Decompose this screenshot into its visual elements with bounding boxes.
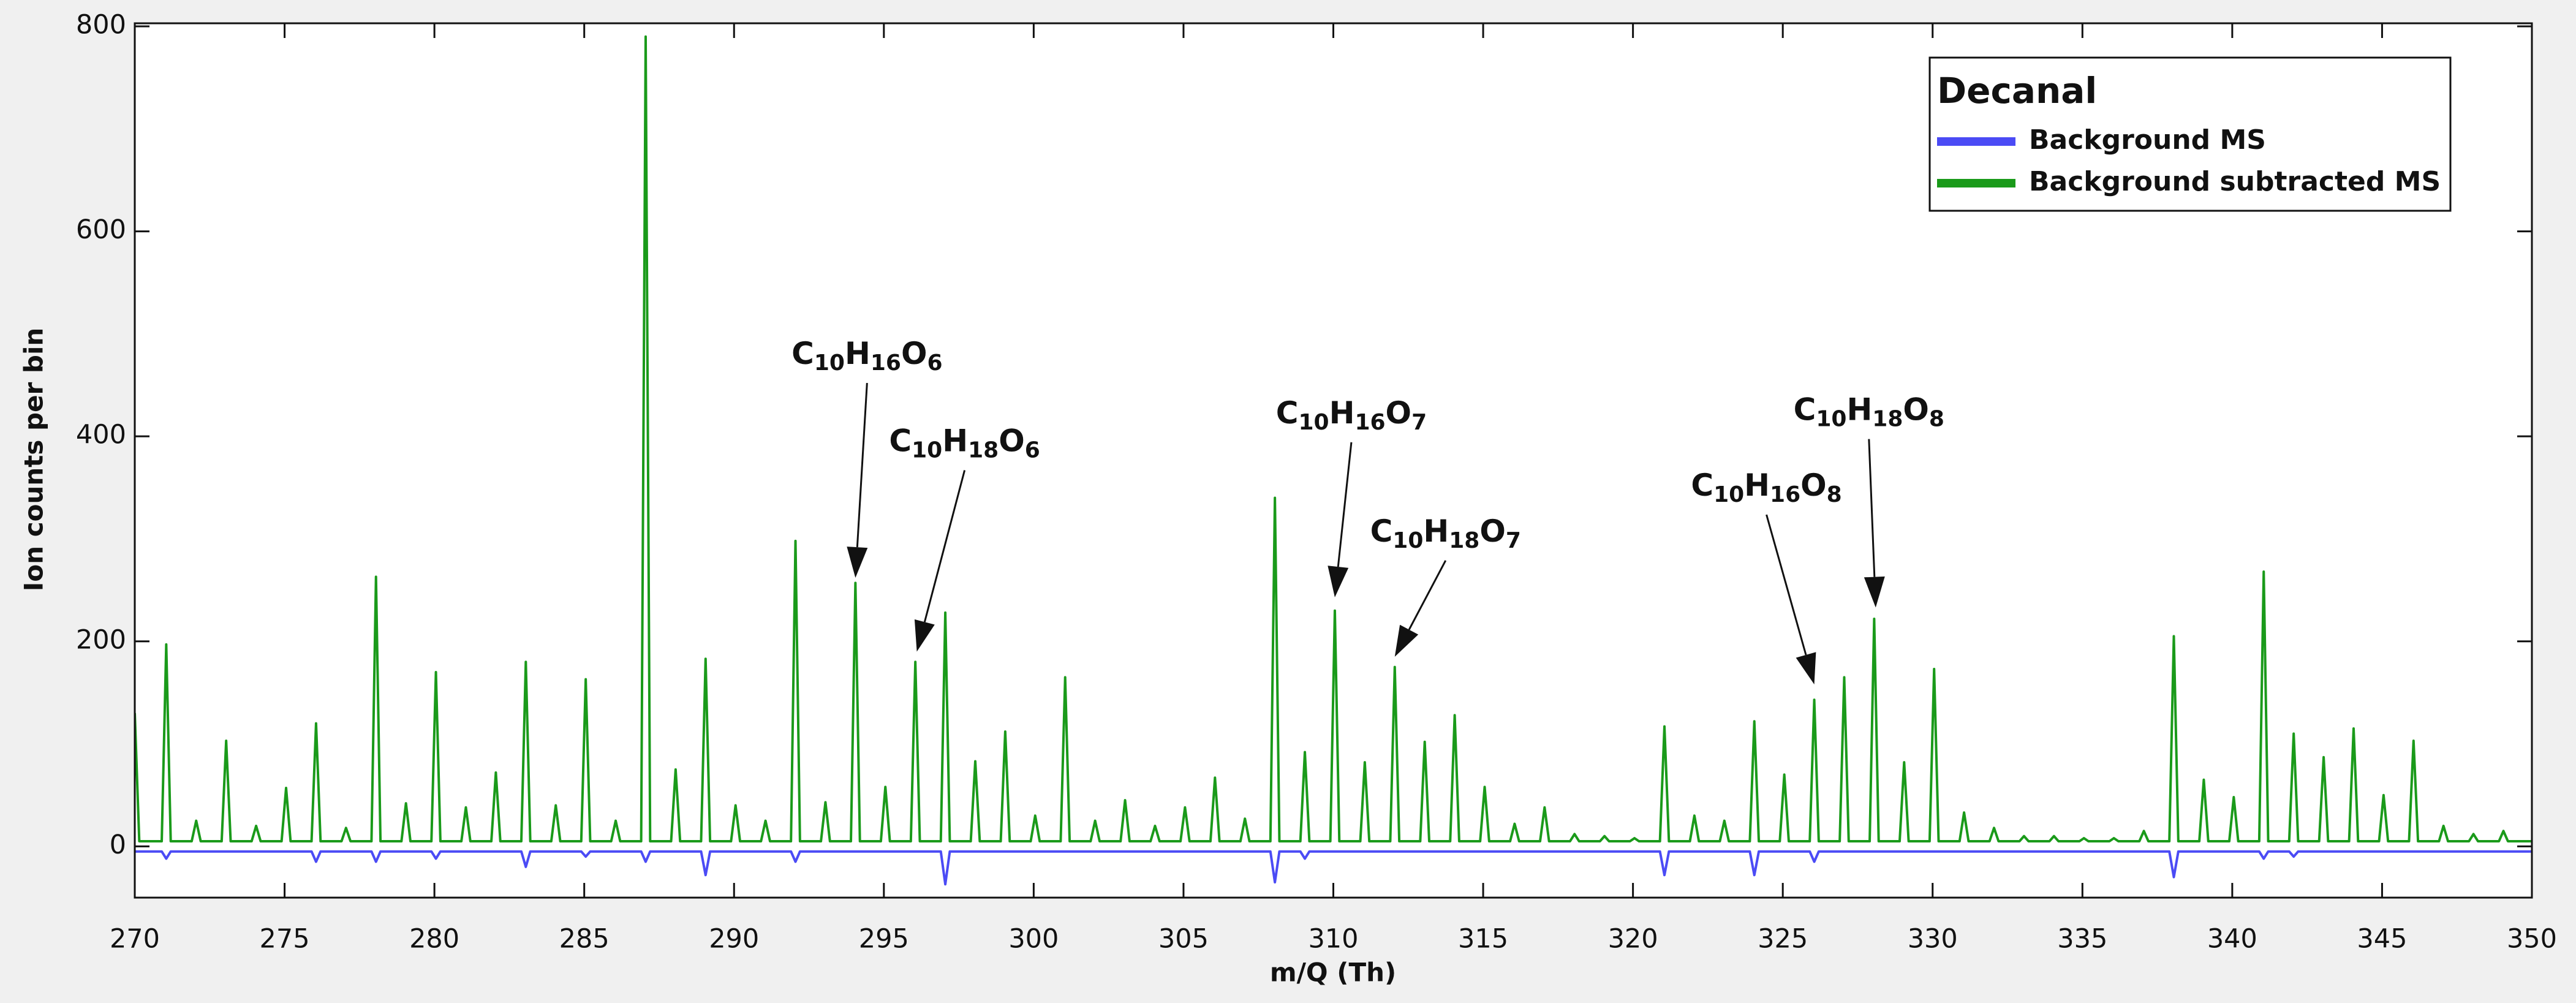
annotation-arrow	[1868, 439, 1876, 577]
legend-label: Background MS	[2029, 124, 2266, 156]
y-tick-label: 800	[76, 10, 126, 40]
y-tick-label: 400	[76, 420, 126, 450]
legend-box	[1928, 56, 2452, 212]
x-tick-label: 340	[2207, 924, 2257, 955]
x-tick-label: 300	[1008, 924, 1059, 955]
annotation-label: C10H18O8	[1794, 392, 1944, 432]
legend-title: Decanal	[1937, 70, 2097, 112]
annotation-label: C10H16O6	[791, 336, 942, 376]
annotation-arrowhead	[1864, 576, 1885, 608]
legend-label: Background subtracted MS	[2029, 166, 2441, 197]
annotation-arrowhead	[1394, 624, 1419, 657]
x-tick-label: 295	[859, 924, 909, 955]
x-tick-label: 305	[1158, 924, 1209, 955]
series-line	[135, 35, 2532, 842]
annotation-label: C10H16O8	[1691, 467, 1841, 508]
y-axis-label: Ion counts per bin	[19, 328, 49, 592]
y-tick-label: 0	[110, 830, 126, 860]
y-tick-label: 600	[76, 214, 126, 245]
x-tick-label: 350	[2507, 924, 2557, 955]
annotation-arrow	[1337, 442, 1353, 567]
annotation-arrowhead	[1796, 652, 1816, 685]
x-axis-label: m/Q (Th)	[1270, 958, 1396, 988]
annotation-arrowhead	[914, 619, 935, 652]
x-tick-label: 345	[2357, 924, 2407, 955]
annotation-arrow	[1408, 560, 1447, 630]
annotation-arrow	[856, 382, 868, 548]
y-tick-label: 200	[76, 624, 126, 655]
x-tick-label: 270	[110, 924, 160, 955]
annotation-label: C10H18O6	[889, 423, 1040, 463]
annotation-arrow	[923, 470, 966, 623]
annotation-label: C10H16O7	[1276, 395, 1427, 435]
x-tick-label: 310	[1308, 924, 1358, 955]
x-tick-label: 325	[1758, 924, 1808, 955]
annotation-label: C10H18O7	[1370, 513, 1521, 553]
x-tick-label: 290	[709, 924, 759, 955]
x-tick-label: 275	[260, 924, 310, 955]
x-tick-label: 280	[409, 924, 459, 955]
plot-frame	[134, 22, 2533, 899]
series-line	[135, 850, 2532, 886]
x-tick-label: 335	[2057, 924, 2107, 955]
annotation-arrowhead	[1328, 566, 1349, 597]
x-tick-label: 315	[1458, 924, 1508, 955]
annotation-arrowhead	[847, 547, 868, 578]
x-tick-label: 330	[1908, 924, 1958, 955]
x-tick-label: 285	[559, 924, 610, 955]
x-tick-label: 320	[1608, 924, 1658, 955]
annotation-arrow	[1766, 514, 1807, 656]
